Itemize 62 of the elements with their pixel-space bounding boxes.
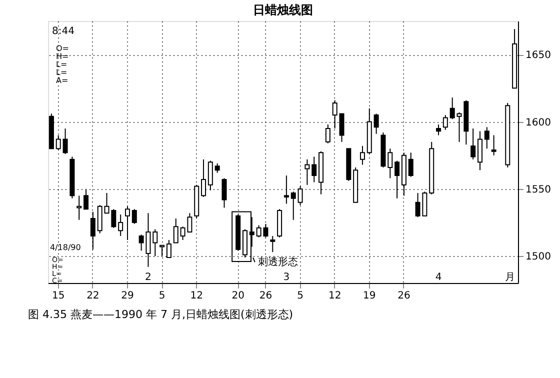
candlestick — [208, 160, 213, 191]
candlestick — [374, 113, 379, 134]
candlestick — [491, 134, 496, 156]
chart-title: 日蜡烛线图 — [253, 3, 313, 17]
candlestick — [76, 195, 82, 220]
y-tick-label: 1550 — [526, 184, 551, 196]
y-tick-label: 1650 — [526, 50, 551, 62]
candlestick — [470, 128, 476, 160]
candlestick — [325, 124, 330, 144]
candlestick — [408, 152, 414, 178]
candlestick — [360, 145, 365, 166]
candlestick — [436, 124, 442, 136]
candlestick — [62, 128, 68, 155]
candlestick — [442, 114, 448, 130]
x-tick-label: 22 — [86, 290, 100, 302]
x-tick-label: 5 — [297, 290, 304, 302]
candlestick — [284, 175, 289, 204]
y-tick-label: 1500 — [526, 252, 551, 263]
candlestick — [166, 240, 172, 258]
candlestick — [118, 214, 124, 236]
candlestick — [201, 158, 206, 198]
candlestick — [484, 126, 490, 150]
candlestick — [90, 211, 96, 250]
annotation: 月 — [505, 272, 515, 283]
candlestick — [304, 158, 310, 186]
candlestick — [160, 244, 165, 257]
candlestick — [152, 228, 158, 257]
x-tick-label: 19 — [363, 290, 376, 302]
annotation: 4/18/90 — [50, 243, 81, 252]
candlestick — [477, 130, 482, 171]
candlestick — [124, 206, 130, 241]
candlestick — [388, 148, 393, 179]
candlestick — [173, 218, 178, 244]
annotation: 2 — [145, 272, 152, 283]
annotation: 8:44 — [52, 26, 74, 37]
candlestick — [332, 100, 338, 129]
candlestick — [339, 113, 344, 142]
annotation: 4 — [435, 272, 442, 283]
x-tick-label: 20 — [232, 290, 244, 302]
candlestick — [450, 97, 455, 120]
x-tick-label: 26 — [398, 290, 410, 302]
x-tick-label: 29 — [121, 290, 134, 302]
annotation: O= H= L= L= A= — [56, 44, 69, 85]
x-tick-label: 12 — [328, 290, 342, 302]
x-tick-label: 26 — [259, 290, 272, 302]
x-tick-label: 5 — [158, 290, 166, 302]
y-tick-label: 1600 — [526, 117, 551, 128]
candlestick — [214, 162, 220, 174]
candlestick — [56, 134, 61, 150]
candlestick — [290, 191, 296, 220]
candlestick — [270, 235, 276, 253]
candlestick — [222, 178, 227, 208]
candlestick — [394, 160, 400, 199]
candlestick — [132, 208, 137, 224]
candlestick — [312, 156, 317, 183]
candlestick — [84, 188, 89, 210]
x-tick-label: 12 — [190, 290, 203, 302]
candlestick — [298, 186, 303, 206]
x-tick-label: 15 — [52, 290, 65, 302]
annotation: 刺透形态 — [258, 256, 298, 268]
caption: 图 4.35 燕麦——1990 年 7 月,日蜡烛线图(刺透形态) — [28, 308, 294, 321]
annotation: 3 — [283, 272, 290, 283]
